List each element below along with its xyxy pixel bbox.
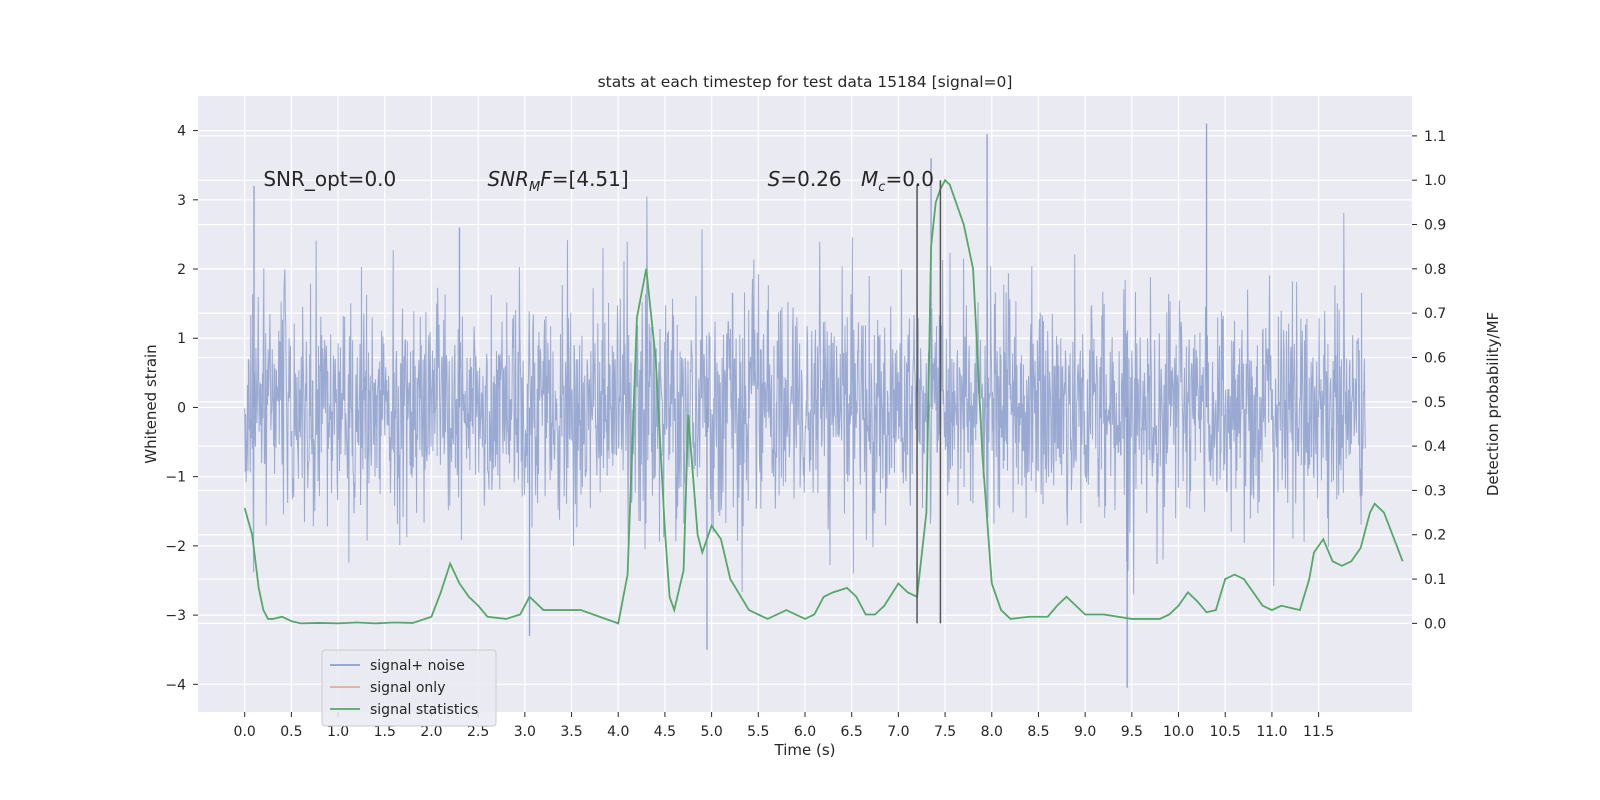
y-left-tick-label: −1: [165, 470, 186, 486]
annotation-s-label: S: [768, 167, 781, 191]
x-tick-label: 7.0: [887, 724, 909, 740]
legend-label-signal-noise: signal+ noise: [370, 658, 465, 674]
annotation-mc-main: M: [861, 167, 878, 191]
x-tick-label: 1.5: [374, 724, 396, 740]
annotation-mc-sub: c: [878, 180, 885, 195]
x-tick-label: 9.0: [1074, 724, 1096, 740]
x-tick-label: 4.5: [654, 724, 676, 740]
y-right-tick-label: 0.0: [1424, 616, 1446, 632]
annotation-mc: Mc=0.0: [861, 167, 934, 195]
legend-label-signal-only: signal only: [370, 680, 445, 696]
x-tick-label: 6.0: [794, 724, 816, 740]
y-left-tick-label: −2: [165, 539, 186, 555]
signal-noise-line: [244, 196, 1366, 595]
y-right-tick-label: 0.3: [1424, 483, 1446, 499]
annotation-snr-mf-main: SNR: [487, 167, 529, 191]
y-axis-label-right: Detection probability/MF: [1484, 312, 1502, 496]
x-tick-label: 0.5: [280, 724, 302, 740]
legend-label-signal-statistics: signal statistics: [370, 702, 478, 718]
y-left-tick-label: 1: [177, 331, 186, 347]
series-signal-statistics: [243, 178, 1404, 625]
x-tick-label: 3.5: [560, 724, 582, 740]
annotation-snr-mf-tail: F: [540, 167, 552, 191]
legend-box: [321, 649, 497, 727]
y-right-tick-label: 0.5: [1424, 395, 1446, 411]
y-left-tick-label: 4: [177, 124, 186, 140]
annotation-mc-value: =0.0: [885, 167, 934, 191]
y-left-tick-label: 3: [177, 193, 186, 209]
x-tick-label: 5.0: [700, 724, 722, 740]
tick-labels: 0.0 0.5 1.0 1.5 2.0 2.5 3.0 3.5 4.0 4.5 5.0 5.5 6.0 6…: [165, 124, 1446, 740]
x-tick-label: 5.5: [747, 724, 769, 740]
y-right-tick-label: 0.2: [1424, 528, 1446, 544]
annotation-snr-mf-sub: M: [529, 180, 540, 195]
annotation-snr-mf-value: =[4.51]: [552, 167, 629, 191]
y-right-tick-label: 0.1: [1424, 572, 1446, 588]
x-tick-label: 6.5: [841, 724, 863, 740]
x-tick-label: 0.0: [234, 724, 256, 740]
y-right-tick-label: 0.8: [1424, 262, 1446, 278]
y-left-tick-label: 0: [177, 400, 186, 416]
annotation-snr-mf: SNRMF=[4.51]: [487, 167, 628, 195]
x-tick-label: 1.0: [327, 724, 349, 740]
x-axis-label: Time (s): [774, 741, 836, 759]
x-tick-label: 11.0: [1256, 724, 1287, 740]
x-tick-label: 7.5: [934, 724, 956, 740]
x-tick-label: 3.0: [514, 724, 536, 740]
y-axis-label-left: Whitened strain: [142, 344, 160, 463]
x-tick-label: 8.0: [981, 724, 1003, 740]
x-tick-label: 11.5: [1303, 724, 1334, 740]
x-tick-label: 2.0: [420, 724, 442, 740]
x-tick-label: 2.5: [467, 724, 489, 740]
y-right-tick-label: 0.9: [1424, 218, 1446, 234]
x-tick-label: 4.0: [607, 724, 629, 740]
vertical-markers: [916, 180, 942, 624]
annotation-snr-opt: SNR_opt=0.0: [263, 167, 396, 191]
x-tick-label: 8.5: [1027, 724, 1049, 740]
x-tick-label: 10.5: [1210, 724, 1241, 740]
y-right-tick-label: 1.0: [1424, 173, 1446, 189]
x-tick-label: 10.0: [1163, 724, 1194, 740]
y-right-tick-label: 1.1: [1424, 129, 1446, 145]
y-left-tick-label: −3: [165, 608, 186, 624]
y-right-tick-label: 0.4: [1424, 439, 1446, 455]
annotation-s-value: =0.26: [780, 167, 841, 191]
y-right-tick-label: 0.7: [1424, 306, 1446, 322]
legend: signal+ noise signal only signal statist…: [321, 649, 497, 727]
y-right-tick-label: 0.6: [1424, 350, 1446, 366]
annotation-s-stat: S=0.26: [768, 167, 842, 191]
y-left-tick-label: −4: [165, 677, 186, 693]
y-left-tick-label: 2: [177, 262, 186, 278]
x-tick-label: 9.5: [1121, 724, 1143, 740]
chart-title: stats at each timestep for test data 151…: [598, 73, 1013, 91]
